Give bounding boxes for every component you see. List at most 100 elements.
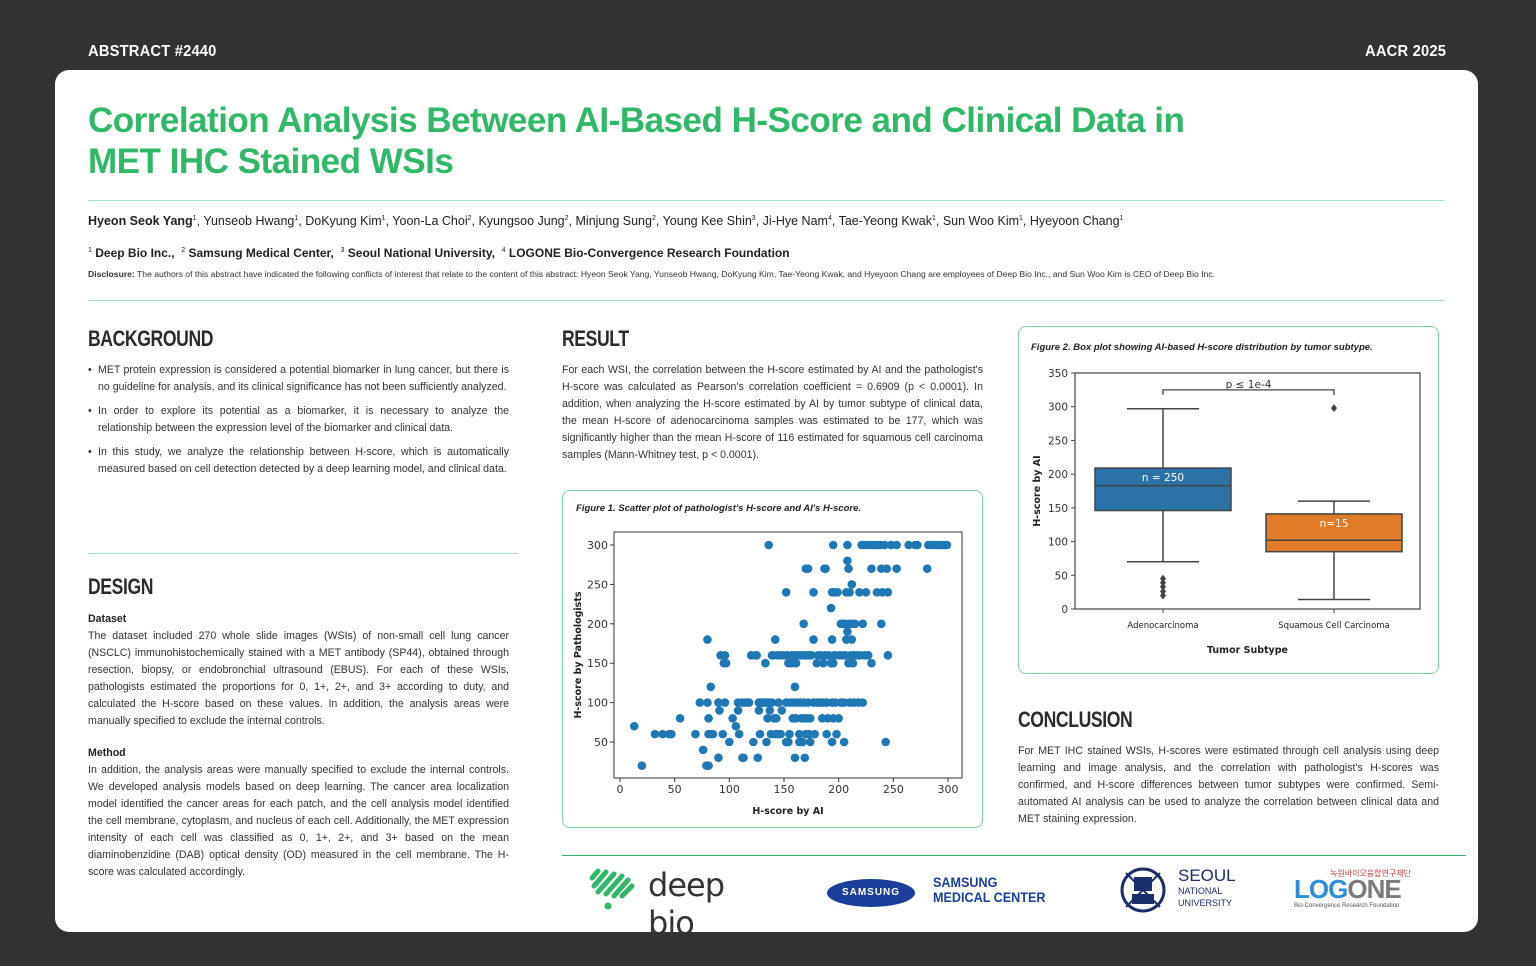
data-point [850,619,860,629]
data-point [703,698,712,707]
category-label: Squamous Cell Carcinoma [1278,621,1390,631]
logone-subtitle: Bio-Convergence Research Foundation [1294,903,1400,909]
outlier-marker [1160,591,1166,600]
x-axis-label: Tumor Subtype [1207,645,1288,656]
data-point [734,729,744,739]
data-point [749,737,758,747]
data-point [877,619,886,629]
y-tick-label: 150 [587,657,608,670]
data-point [752,651,761,660]
affiliation-number: 1 [88,247,92,254]
poster-title: Correlation Analysis Between AI-Based H-… [88,100,1338,182]
affiliation-number: 3 [340,247,345,254]
data-point [790,682,800,692]
data-point [807,651,816,660]
y-tick-label: 100 [1048,537,1068,549]
affiliation-marker: 1 [1119,214,1124,222]
y-tick-label: 50 [594,736,608,749]
data-point [861,587,871,597]
dataset-text: The dataset included 270 whole slide ima… [88,630,509,727]
data-point [785,729,794,739]
author-list: Hyeon Seok Yang1, Yunseob Hwang1, DoKyun… [88,214,1124,228]
affiliation-name: LOGONE Bio-Convergence Research Foundati… [505,246,797,260]
x-tick-label: 0 [617,783,624,796]
affiliation-number: 4 [501,247,506,254]
data-point [629,721,639,731]
data-point [753,753,763,763]
data-point [913,540,922,550]
snu-wordmark: SEOUL NATIONAL UNIVERSITY [1178,867,1236,909]
data-point [833,587,842,597]
affiliation-marker: 1 [192,214,197,222]
logo-divider [562,855,1466,856]
divider [88,200,1445,201]
data-point [832,729,841,739]
data-point [698,745,708,755]
affiliation-marker: 1 [1019,214,1023,222]
x-tick-label: 50 [668,783,682,796]
data-point [720,698,730,707]
y-tick-label: 0 [1061,604,1068,616]
data-point [892,540,901,550]
data-point [767,698,777,707]
data-point [822,729,831,739]
box-0 [1094,467,1232,512]
x-tick-label: 300 [938,783,959,796]
logone-korean-text: 녹원바이오융합연구재단 [1330,869,1411,878]
data-point [942,540,952,550]
author-name: Kyungsoo Jung [478,214,565,228]
affiliation-marker: 3 [751,214,756,222]
data-point [799,619,808,629]
figure-2-caption: Figure 2. Box plot showing AI-based H-sc… [1031,342,1373,353]
background-bullets: MET protein expression is considered a p… [88,362,509,485]
y-tick-label: 150 [1048,503,1068,515]
box-plot: n = 250 Adenocarcinoma n=15 Squamous Cell C… [1032,368,1421,656]
data-point [795,729,804,739]
data-point [755,729,765,739]
author-name: Tae-Yeong Kwak [838,214,932,228]
data-point [827,635,837,644]
data-point [867,564,876,573]
data-point [847,580,857,589]
data-point [863,651,873,660]
disclosure-text: The authors of this abstract have indica… [137,269,1216,279]
divider [88,300,1445,301]
author-name: Young Kee Shin [662,214,752,228]
data-point [881,737,890,747]
y-tick-label: 200 [1048,469,1068,481]
data-point [858,619,868,629]
samsung-line-2: MEDICAL CENTER [933,889,1046,905]
data-point [691,729,700,739]
data-point [839,737,849,747]
data-point [922,564,932,573]
affiliation-marker: 1 [381,214,386,222]
samsung-badge: SAMSUNG [827,879,915,907]
data-point [704,761,713,770]
author-name: Ji-Hye Nam [762,214,828,228]
affiliation-list: 1 Deep Bio Inc., 2 Samsung Medical Cente… [88,246,796,260]
data-point [791,658,801,668]
author-name: Yunseob Hwang [203,214,295,228]
data-point [843,627,852,636]
dataset-section: Dataset The dataset included 270 whole s… [88,611,509,730]
author-name: Sun Woo Kim [942,214,1020,228]
data-point [718,729,728,739]
data-point [725,737,734,747]
data-point [776,729,786,739]
divider [88,553,518,554]
box-1 [1265,513,1403,553]
scatter-plot: 0 50 100 150 200 250 300 50 100 150 200 250 300 H-sco… [573,531,963,817]
data-point [731,721,741,731]
outlier-marker [1160,574,1166,583]
data-point [834,714,843,723]
significance-annotation: p ≤ 1e-4 [1226,379,1272,391]
method-text: In addition, the analysis areas were man… [88,764,509,878]
outlier-marker [1331,404,1337,413]
data-point [812,658,822,668]
y-tick-label: 250 [587,578,608,591]
data-point [828,658,838,668]
data-point [800,753,810,763]
data-point [764,540,773,550]
author-name: Hyeyoon Chang [1029,214,1120,228]
data-point [803,564,813,573]
